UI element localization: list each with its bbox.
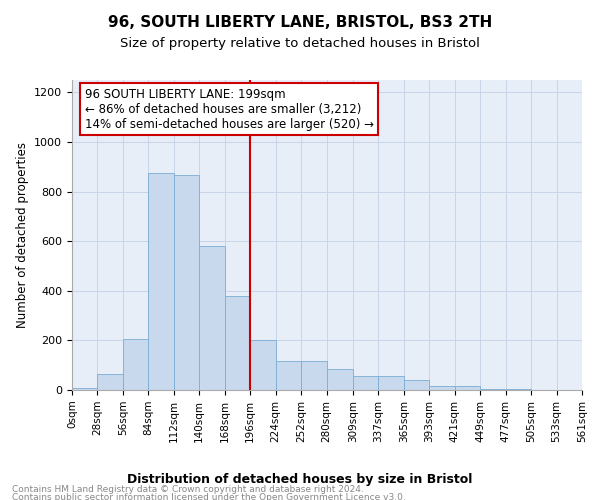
- Bar: [429, 386, 455, 390]
- Text: Size of property relative to detached houses in Bristol: Size of property relative to detached ho…: [120, 38, 480, 51]
- Bar: [275, 362, 301, 390]
- Bar: [148, 173, 174, 390]
- Bar: [72, 388, 97, 390]
- Bar: [174, 176, 199, 390]
- Text: Contains HM Land Registry data © Crown copyright and database right 2024.: Contains HM Land Registry data © Crown c…: [12, 485, 364, 494]
- Bar: [353, 376, 379, 390]
- Bar: [250, 340, 275, 390]
- Bar: [326, 369, 353, 390]
- Bar: [455, 386, 480, 390]
- Bar: [97, 374, 123, 390]
- Bar: [480, 389, 506, 390]
- Text: Distribution of detached houses by size in Bristol: Distribution of detached houses by size …: [127, 472, 473, 486]
- Bar: [199, 246, 225, 390]
- Bar: [404, 380, 429, 390]
- Bar: [225, 296, 250, 390]
- Bar: [379, 376, 404, 390]
- Text: 96, SOUTH LIBERTY LANE, BRISTOL, BS3 2TH: 96, SOUTH LIBERTY LANE, BRISTOL, BS3 2TH: [108, 15, 492, 30]
- Text: Contains public sector information licensed under the Open Government Licence v3: Contains public sector information licen…: [12, 492, 406, 500]
- Bar: [123, 339, 148, 390]
- Y-axis label: Number of detached properties: Number of detached properties: [16, 142, 29, 328]
- Bar: [301, 362, 326, 390]
- Text: 96 SOUTH LIBERTY LANE: 199sqm
← 86% of detached houses are smaller (3,212)
14% o: 96 SOUTH LIBERTY LANE: 199sqm ← 86% of d…: [85, 88, 374, 130]
